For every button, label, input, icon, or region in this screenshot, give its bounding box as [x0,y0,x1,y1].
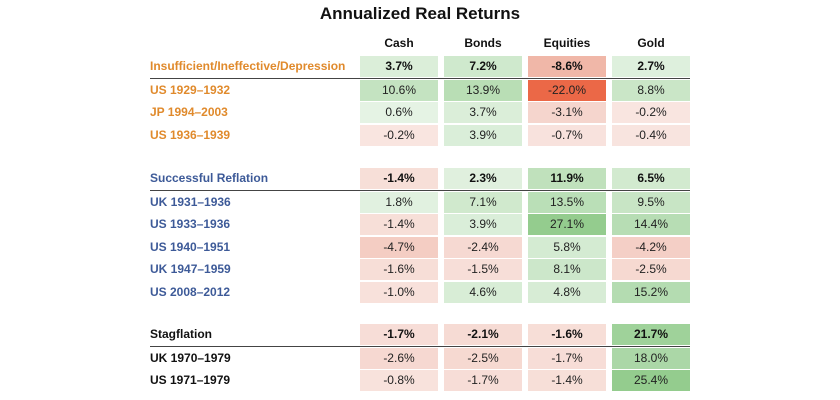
cell-cash: -1.4% [360,214,438,236]
cell-bonds: -1.7% [444,370,522,392]
column-header-bonds: Bonds [464,36,502,50]
cell-bonds: -1.5% [444,259,522,281]
table-row: US 1936–1939 -0.2% 3.9% -0.7% -0.4% [0,124,840,146]
group-label: Successful Reflation [150,171,269,185]
cell-bonds: 7.2% [444,56,522,77]
group-summary-row: Insufficient/Ineffective/Depression 3.7% 7… [0,56,840,77]
cell-equities: -22.0% [528,80,606,101]
cell-cash: -4.7% [360,236,438,258]
row-label: US 2008–2012 [150,284,231,299]
cell-bonds: 4.6% [444,281,522,303]
cell-bonds: -2.5% [444,348,522,369]
cell-equities: -8.6% [528,56,606,77]
divider [150,78,690,79]
row-label: US 1971–1979 [150,373,231,388]
table-row: US 1971–1979 -0.8% -1.7% -1.4% 25.4% [0,370,840,392]
cell-equities: -0.7% [528,124,606,146]
cell-gold: -2.5% [612,259,690,281]
divider [150,190,690,191]
cell-equities: -3.1% [528,102,606,124]
cell-cash: -0.8% [360,370,438,392]
cell-equities: -1.4% [528,370,606,392]
cell-gold: 18.0% [612,348,690,369]
row-label: JP 1994–2003 [150,105,228,120]
cell-gold: 14.4% [612,214,690,236]
column-header-gold: Gold [637,36,665,50]
row-label: US 1936–1939 [150,127,231,142]
table-row: US 2008–2012 -1.0% 4.6% 4.8% 15.2% [0,281,840,303]
group-label: Insufficient/Ineffective/Depression [150,59,346,73]
cell-cash: -1.6% [360,259,438,281]
cell-gold: 8.8% [612,80,690,101]
cell-gold: -4.2% [612,236,690,258]
cell-gold: 6.5% [612,168,690,189]
cell-cash: -1.4% [360,168,438,189]
cell-equities: 11.9% [528,168,606,189]
cell-bonds: -2.4% [444,236,522,258]
cell-gold: -0.4% [612,124,690,146]
cell-equities: -1.7% [528,348,606,369]
table-row: JP 1994–2003 0.6% 3.7% -3.1% -0.2% [0,102,840,124]
row-label: US 1929–1932 [150,83,231,97]
table-row: US 1933–1936 -1.4% 3.9% 27.1% 14.4% [0,214,840,236]
cell-cash: 10.6% [360,80,438,101]
table-row: UK 1931–1936 1.8% 7.1% 13.5% 9.5% [0,192,840,213]
column-header-cash: Cash [384,36,414,50]
cell-bonds: 2.3% [444,168,522,189]
divider [150,346,690,347]
table-row: US 1940–1951 -4.7% -2.4% 5.8% -4.2% [0,236,840,258]
cell-cash: 1.8% [360,192,438,213]
cell-gold: 15.2% [612,281,690,303]
cell-cash: -0.2% [360,124,438,146]
cell-bonds: 3.9% [444,214,522,236]
cell-cash: -1.0% [360,281,438,303]
cell-cash: -1.7% [360,324,438,345]
row-label: US 1933–1936 [150,217,231,232]
cell-gold: 2.7% [612,56,690,77]
table-row: UK 1970–1979 -2.6% -2.5% -1.7% 18.0% [0,348,840,369]
cell-cash: 0.6% [360,102,438,124]
cell-equities: 5.8% [528,236,606,258]
cell-bonds: -2.1% [444,324,522,345]
group-summary-row: Successful Reflation -1.4% 2.3% 11.9% 6.5% [0,168,840,189]
cell-gold: 25.4% [612,370,690,392]
cell-cash: -2.6% [360,348,438,369]
row-label: UK 1970–1979 [150,351,231,365]
table-row: UK 1947–1959 -1.6% -1.5% 8.1% -2.5% [0,259,840,281]
group-label: Stagflation [150,327,212,341]
cell-equities: 13.5% [528,192,606,213]
cell-gold: 9.5% [612,192,690,213]
cell-equities: -1.6% [528,324,606,345]
column-header-equities: Equities [543,36,591,50]
cell-bonds: 13.9% [444,80,522,101]
table-title: Annualized Real Returns [319,4,521,23]
row-label: UK 1931–1936 [150,195,231,209]
group-summary-row: Stagflation -1.7% -2.1% -1.6% 21.7% [0,324,840,345]
cell-cash: 3.7% [360,56,438,77]
cell-bonds: 3.9% [444,124,522,146]
cell-gold: 21.7% [612,324,690,345]
table-row: US 1929–1932 10.6% 13.9% -22.0% 8.8% [0,80,840,101]
cell-equities: 27.1% [528,214,606,236]
cell-bonds: 3.7% [444,102,522,124]
row-label: UK 1947–1959 [150,262,231,277]
cell-gold: -0.2% [612,102,690,124]
cell-bonds: 7.1% [444,192,522,213]
column-headers: Cash Bonds Equities Gold [0,36,840,52]
cell-equities: 4.8% [528,281,606,303]
row-label: US 1940–1951 [150,239,231,254]
cell-equities: 8.1% [528,259,606,281]
